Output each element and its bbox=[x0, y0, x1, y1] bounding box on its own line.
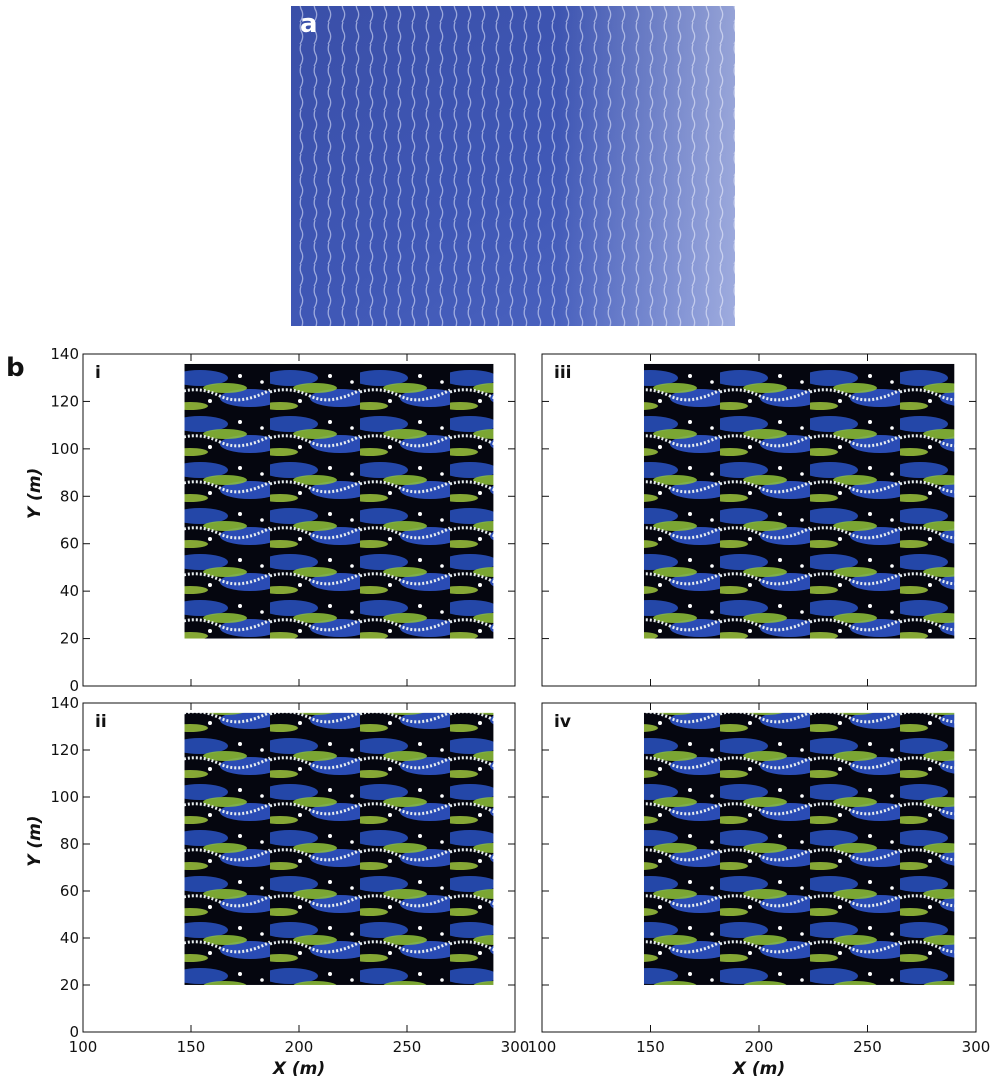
x-tick-label: 100 bbox=[69, 1038, 98, 1056]
x-tick-label: 150 bbox=[636, 1038, 665, 1056]
panel-label: b bbox=[6, 353, 25, 383]
y-tick-label: 0 bbox=[69, 677, 79, 695]
y-tick-label: 140 bbox=[50, 694, 79, 712]
y-tick-label: 20 bbox=[60, 630, 79, 648]
x-tick-label: 250 bbox=[393, 1038, 422, 1056]
map-image bbox=[184, 712, 494, 985]
map-image bbox=[643, 712, 955, 985]
subpanel-label: iii bbox=[554, 363, 571, 383]
x-tick-label: 300 bbox=[501, 1038, 530, 1056]
x-tick-label: 200 bbox=[745, 1038, 774, 1056]
y-axis-label: Y (m) bbox=[25, 815, 45, 866]
x-tick-label: 150 bbox=[177, 1038, 206, 1056]
subpanel-label: iv bbox=[554, 712, 571, 732]
y-tick-label: 100 bbox=[50, 788, 79, 806]
panel-label: a bbox=[300, 9, 318, 39]
x-tick-label: 200 bbox=[285, 1038, 314, 1056]
y-tick-label: 140 bbox=[50, 345, 79, 363]
y-tick-label: 100 bbox=[50, 440, 79, 458]
y-tick-label: 40 bbox=[60, 582, 79, 600]
y-tick-label: 80 bbox=[60, 487, 79, 505]
map-image bbox=[643, 363, 955, 639]
y-tick-label: 60 bbox=[60, 535, 79, 553]
x-tick-label: 300 bbox=[962, 1038, 991, 1056]
x-tick-label: 250 bbox=[853, 1038, 882, 1056]
y-tick-label: 120 bbox=[50, 392, 79, 410]
panel-a: a bbox=[291, 6, 735, 326]
x-axis-label: X (m) bbox=[732, 1059, 785, 1079]
y-tick-label: 20 bbox=[60, 976, 79, 994]
x-axis-label: X (m) bbox=[272, 1059, 325, 1079]
y-tick-label: 40 bbox=[60, 929, 79, 947]
y-tick-label: 0 bbox=[69, 1023, 79, 1041]
map-image bbox=[184, 363, 494, 639]
y-tick-label: 120 bbox=[50, 741, 79, 759]
subpanel-label: ii bbox=[95, 712, 107, 732]
y-axis-label: Y (m) bbox=[25, 468, 45, 519]
x-tick-label: 100 bbox=[528, 1038, 557, 1056]
photo-haze bbox=[291, 6, 735, 326]
subpanel-label: i bbox=[95, 363, 101, 383]
y-tick-label: 60 bbox=[60, 882, 79, 900]
y-tick-label: 80 bbox=[60, 835, 79, 853]
